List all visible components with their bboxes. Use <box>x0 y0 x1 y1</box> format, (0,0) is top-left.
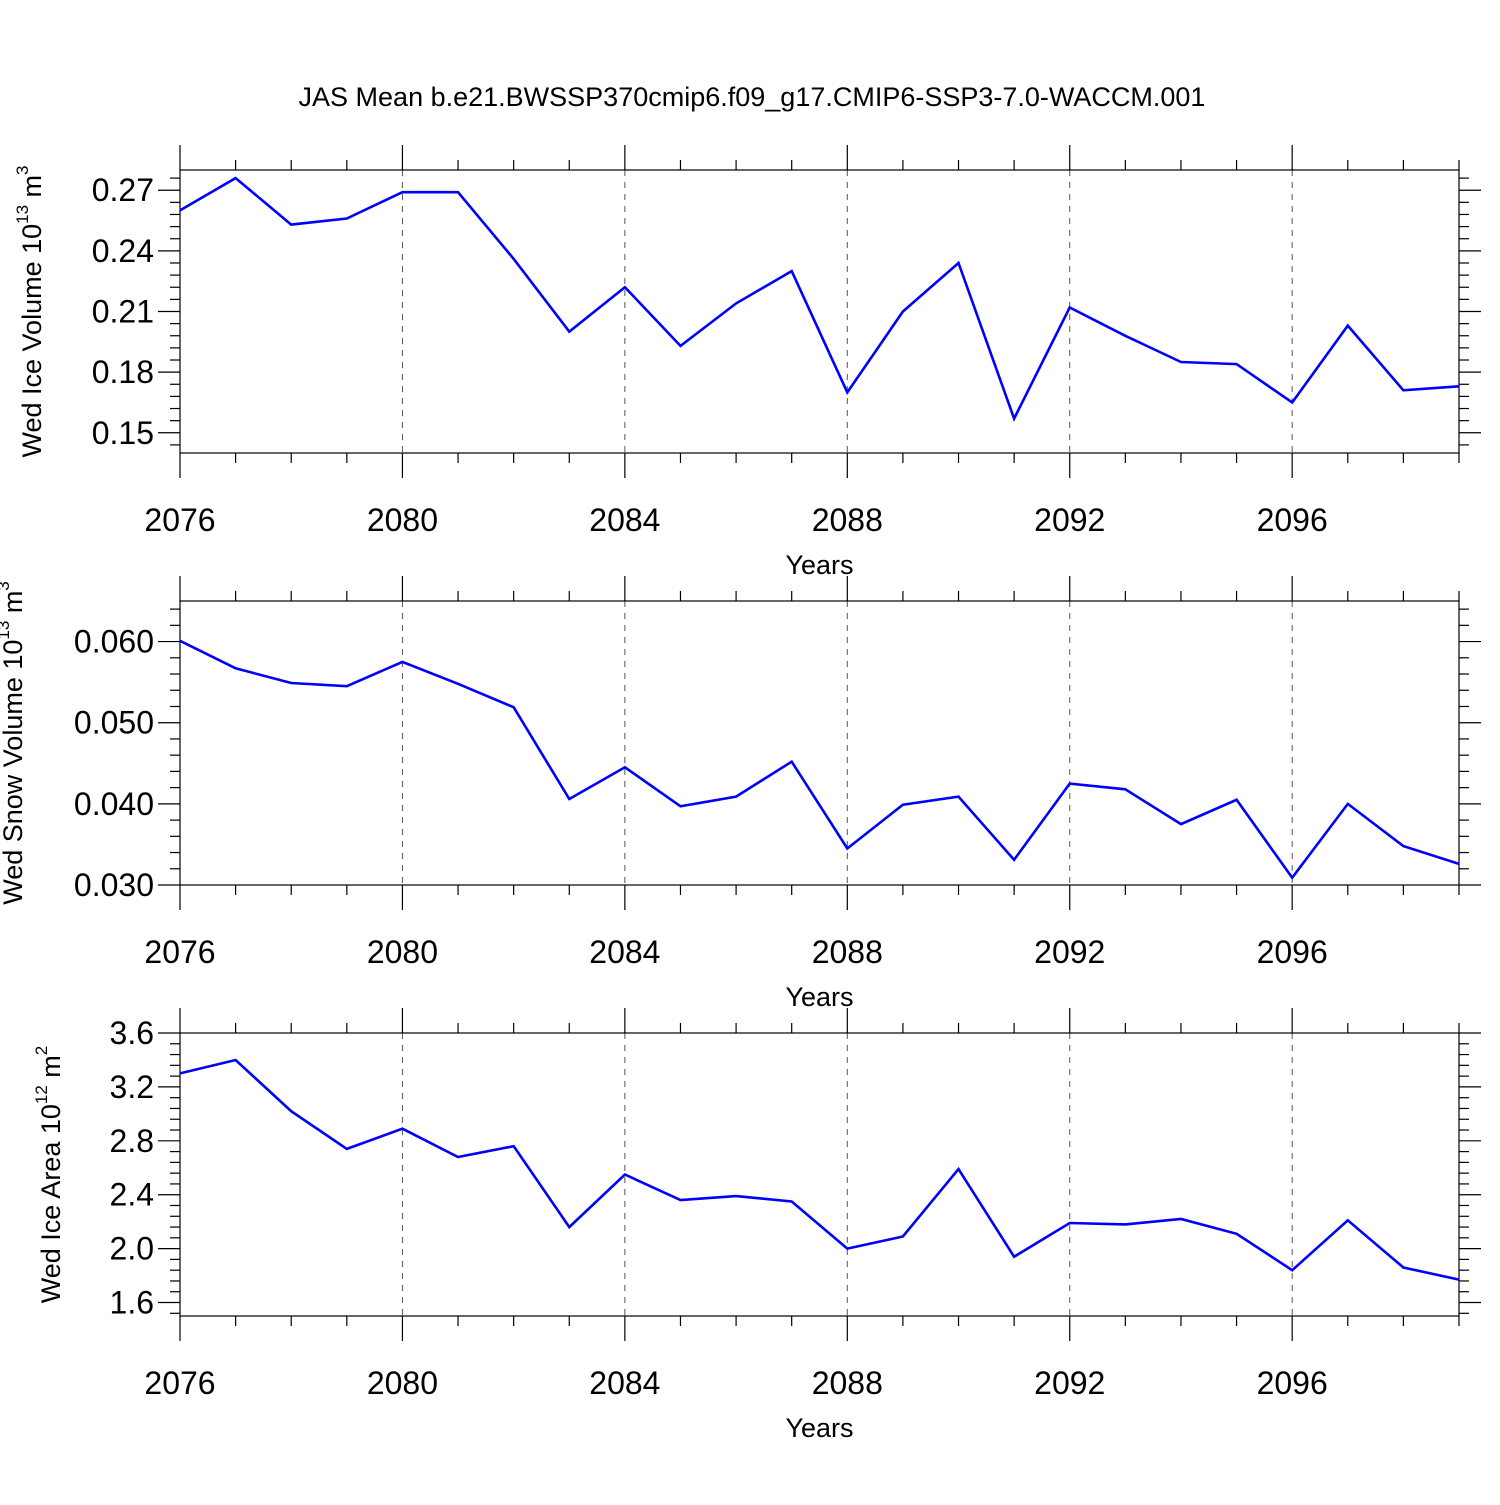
y-tick-label: 0.050 <box>74 705 154 741</box>
x-tick-label: 2080 <box>367 934 438 970</box>
panel-2: 2076 2080 2084 2088 2092 2096 Years 0.030 0.040 0… <box>0 576 1481 1012</box>
x-tick-label: 2084 <box>589 934 660 970</box>
plot-frame <box>180 1033 1459 1316</box>
x-tick-label: 2076 <box>144 502 215 538</box>
y-tick-label: 0.040 <box>74 786 154 822</box>
y-axis-label-exponent: 12 <box>32 1085 51 1104</box>
y-axis-label-unit-exponent: 2 <box>32 1046 51 1055</box>
x-tick-label: 2096 <box>1257 1365 1328 1401</box>
plot-frame <box>180 170 1459 453</box>
y-tick-label: 0.060 <box>74 624 154 660</box>
y-tick-label: 2.8 <box>110 1123 154 1159</box>
x-tick-label: 2088 <box>812 1365 883 1401</box>
x-tick-label: 2088 <box>812 934 883 970</box>
y-tick-label: 3.6 <box>110 1015 154 1051</box>
x-tick-label: 2076 <box>144 1365 215 1401</box>
x-tick-label: 2096 <box>1257 934 1328 970</box>
x-tick-label: 2084 <box>589 1365 660 1401</box>
panel-1: 2076 2080 2084 2088 2092 2096 Years 0.15 0.18 0.2… <box>13 145 1481 580</box>
x-tick-label: 2076 <box>144 934 215 970</box>
y-axis-label-exponent: 13 <box>0 621 13 640</box>
panel-3: 2076 2080 2084 2088 2092 2096 Years 1.6 2.0 2.4 2.… <box>32 1008 1481 1443</box>
y-tick-label: 3.2 <box>110 1069 154 1105</box>
series-line <box>180 1060 1459 1280</box>
y-tick-label: 0.18 <box>92 354 154 390</box>
x-tick-label: 2092 <box>1034 934 1105 970</box>
y-tick-label: 0.27 <box>92 172 154 208</box>
y-tick-label: 0.15 <box>92 415 154 451</box>
y-tick-label: 2.4 <box>110 1177 154 1213</box>
x-axis-label: Years <box>785 550 853 580</box>
x-axis-label: Years <box>785 1413 853 1443</box>
y-axis-label-unit: m <box>17 175 47 205</box>
chart-title: JAS Mean b.e21.BWSSP370cmip6.f09_g17.CMI… <box>299 82 1206 112</box>
x-tick-label: 2080 <box>367 502 438 538</box>
x-tick-label: 2080 <box>367 1365 438 1401</box>
y-tick-label: 1.6 <box>110 1285 154 1321</box>
x-tick-label: 2084 <box>589 502 660 538</box>
y-axis-label-unit: m <box>0 591 28 621</box>
series-line <box>180 641 1459 878</box>
y-tick-label: 0.030 <box>74 867 154 903</box>
y-tick-label: 0.21 <box>92 294 154 330</box>
y-axis-label-unit: m <box>36 1055 66 1085</box>
y-axis-label-main: Wed Ice Area 10 <box>36 1104 66 1303</box>
x-tick-label: 2096 <box>1257 502 1328 538</box>
y-axis-label-main: Wed Ice Volume 10 <box>17 224 47 458</box>
y-axis-label: Wed Ice Area 1012 m2 <box>32 1046 66 1304</box>
x-tick-label: 2092 <box>1034 502 1105 538</box>
y-tick-label: 2.0 <box>110 1231 154 1267</box>
y-tick-label: 0.24 <box>92 233 154 269</box>
y-axis-label: Wed Snow Volume 1013 m3 <box>0 581 28 905</box>
x-axis-label: Years <box>785 982 853 1012</box>
x-tick-label: 2088 <box>812 502 883 538</box>
series-line <box>180 178 1459 419</box>
y-axis-label-main: Wed Snow Volume 10 <box>0 640 28 905</box>
y-axis-label-unit-exponent: 3 <box>0 581 13 590</box>
x-tick-label: 2092 <box>1034 1365 1105 1401</box>
y-axis-label: Wed Ice Volume 1013 m3 <box>13 165 47 457</box>
y-axis-label-exponent: 13 <box>13 205 32 224</box>
y-axis-label-unit-exponent: 3 <box>13 165 32 174</box>
